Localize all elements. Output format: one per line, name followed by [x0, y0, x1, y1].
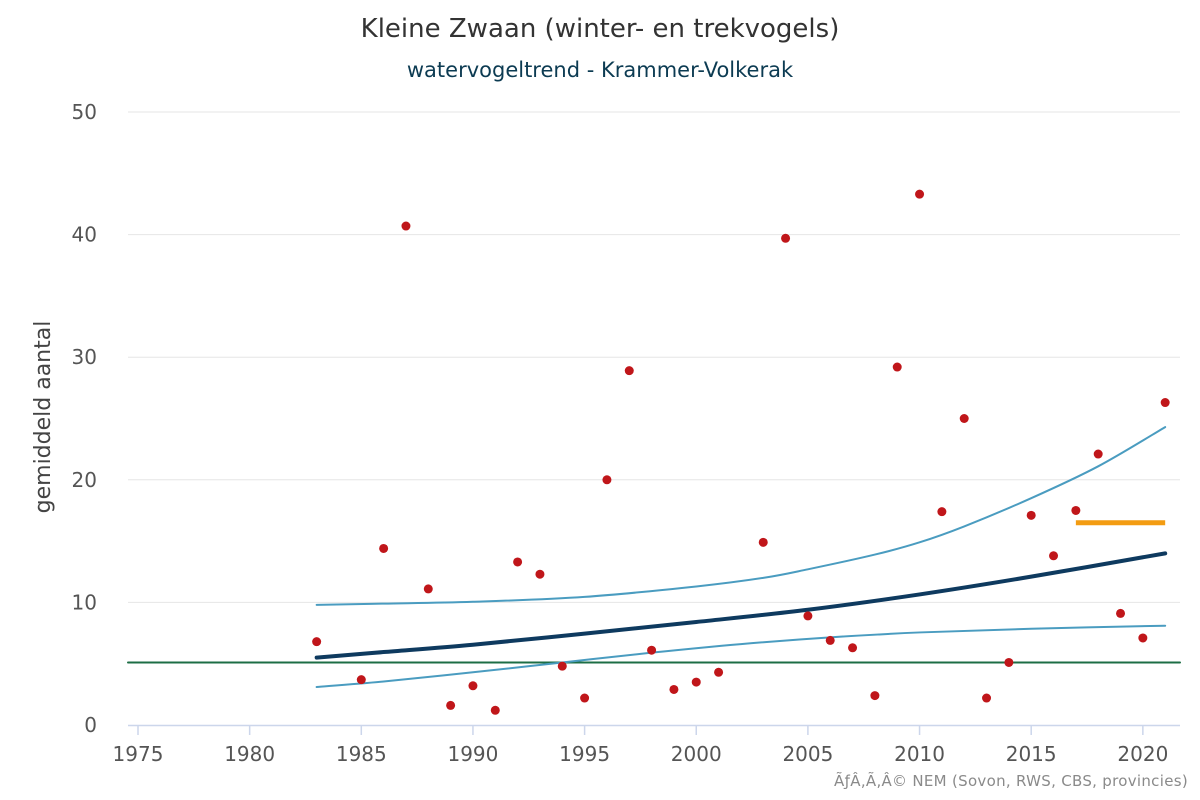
upper-ci-line	[315, 426, 1167, 606]
y-tick-label: 20	[72, 468, 97, 492]
data-point[interactable]	[535, 569, 545, 579]
x-tick-label: 1990	[447, 742, 498, 766]
x-tick-label: 2020	[1117, 742, 1168, 766]
data-point[interactable]	[848, 643, 858, 653]
data-point[interactable]	[1026, 510, 1036, 520]
x-tick-label: 2005	[782, 742, 833, 766]
y-tick-label: 0	[84, 713, 97, 737]
data-point[interactable]	[937, 507, 947, 517]
data-point[interactable]	[825, 635, 835, 645]
x-tick-label: 1985	[336, 742, 387, 766]
y-tick-label: 10	[72, 590, 97, 614]
credits: ÃƒÂ‚Ã‚Â© NEM (Sovon, RWS, CBS, provincie…	[834, 772, 1188, 790]
y-tick-label: 30	[72, 345, 97, 369]
data-point[interactable]	[356, 675, 366, 685]
x-tick-label: 2000	[671, 742, 722, 766]
x-tick-label: 1980	[224, 742, 275, 766]
data-point[interactable]	[1138, 633, 1148, 643]
lower-ci-line	[315, 624, 1167, 688]
x-tick-label: 2010	[894, 742, 945, 766]
data-point[interactable]	[1071, 505, 1081, 515]
data-point[interactable]	[758, 537, 768, 547]
x-tick-label: 2015	[1006, 742, 1057, 766]
data-point[interactable]	[446, 700, 456, 710]
chart-subtitle: watervogeltrend - Krammer-Volkerak	[406, 58, 794, 82]
data-point[interactable]	[1160, 398, 1170, 408]
data-point[interactable]	[379, 543, 389, 553]
data-point[interactable]	[781, 233, 791, 243]
data-point[interactable]	[714, 667, 724, 677]
trend-line	[314, 551, 1168, 660]
data-point[interactable]	[803, 611, 813, 621]
data-point[interactable]	[468, 681, 478, 691]
data-point[interactable]	[1004, 657, 1014, 667]
data-point[interactable]	[669, 684, 679, 694]
y-tick-label: 40	[72, 223, 97, 247]
grid-layer	[128, 111, 1180, 603]
x-tick-label: 1975	[113, 742, 164, 766]
x-tick-label: 1995	[559, 742, 610, 766]
point-layer	[312, 189, 1170, 715]
data-point[interactable]	[870, 691, 880, 701]
data-point[interactable]	[915, 189, 925, 199]
data-point[interactable]	[312, 637, 322, 647]
data-point[interactable]	[1093, 449, 1103, 459]
data-point[interactable]	[982, 693, 992, 703]
y-axis-label: gemiddeld aantal	[31, 321, 56, 514]
axis-layer: 0 10 20 30 40 50 1975 1980 1985 1990 1995 2000 2005 2…	[72, 100, 1180, 766]
data-point[interactable]	[580, 693, 590, 703]
chart-title: Kleine Zwaan (winter- en trekvogels)	[360, 14, 840, 44]
data-point[interactable]	[557, 661, 567, 671]
data-point[interactable]	[892, 362, 902, 372]
data-point[interactable]	[602, 475, 612, 485]
data-point[interactable]	[647, 645, 657, 655]
data-point[interactable]	[1116, 608, 1126, 618]
y-tick-label: 50	[72, 100, 97, 124]
data-point[interactable]	[513, 557, 523, 567]
data-point[interactable]	[1049, 551, 1059, 561]
data-point[interactable]	[490, 705, 500, 715]
data-point[interactable]	[624, 366, 634, 376]
data-point[interactable]	[691, 677, 701, 687]
data-point[interactable]	[401, 221, 411, 231]
data-point[interactable]	[423, 584, 433, 594]
data-point[interactable]	[959, 414, 969, 423]
